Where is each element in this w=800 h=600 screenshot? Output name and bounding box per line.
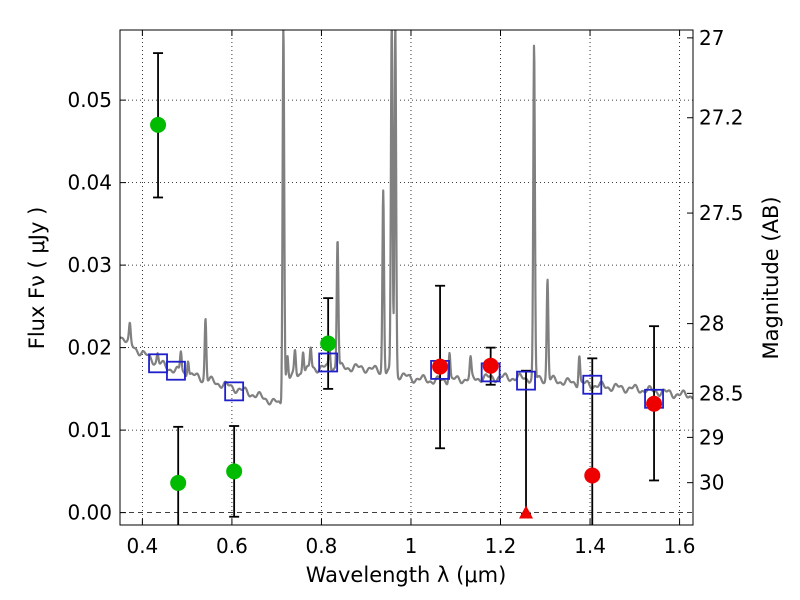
model-photometry-square	[166, 360, 186, 381]
x-tick-label: 0.4	[126, 534, 158, 558]
mag-tick-label: 29	[699, 425, 724, 449]
observed-points-layer	[150, 116, 663, 519]
model-photometry-square	[516, 370, 536, 391]
y-tick-label: 0.03	[67, 253, 112, 277]
mag-tick-label: 28	[699, 312, 724, 336]
model-spectrum-layer	[120, 30, 693, 406]
tick-labels: 0.4 0.6 0.8 1 1.2 1.4 1.6 0.00 0.01 0.02 0.03 0.04 0…	[67, 26, 743, 558]
observed-point	[584, 467, 601, 484]
x-tick-label: 0.8	[306, 534, 338, 558]
observed-point	[226, 463, 243, 480]
observed-point	[482, 357, 499, 374]
observed-point	[646, 395, 663, 412]
model-spectrum-line	[120, 30, 693, 406]
mag-tick-label: 27.2	[699, 106, 744, 130]
model-photometry-square	[224, 381, 245, 402]
right-axis-label: Magnitude (AB)	[759, 196, 783, 359]
x-tick-label: 0.6	[216, 534, 248, 558]
plot-frame	[119, 29, 694, 526]
x-tick-label: 1.6	[664, 534, 696, 558]
observed-point	[150, 116, 167, 133]
observed-point	[320, 335, 337, 352]
model-photometry-square	[318, 352, 339, 373]
grid-lines	[120, 30, 693, 525]
x-tick-label: 1.2	[485, 534, 517, 558]
mag-tick-label: 27.5	[699, 201, 744, 225]
x-tick-label: 1	[405, 534, 418, 558]
x-tick-label: 1.4	[574, 534, 606, 558]
mag-tick-label: 27	[699, 26, 724, 50]
upper-limit-triangle	[519, 505, 534, 519]
mag-tick-label: 28.5	[699, 381, 744, 405]
mag-tick-label: 30	[699, 471, 724, 495]
y-tick-label: 0.04	[67, 171, 112, 195]
y-tick-label: 0.05	[67, 88, 112, 112]
y-axis-label: Flux Fν ( μJy )	[25, 207, 49, 350]
observed-point	[432, 358, 449, 375]
observed-point	[170, 474, 187, 491]
model-photometry-square	[582, 374, 603, 395]
x-axis-label: Wavelength λ (μm)	[306, 563, 507, 587]
y-tick-label: 0.00	[67, 501, 112, 525]
y-tick-label: 0.01	[67, 418, 112, 442]
axis-ticks	[120, 30, 693, 525]
y-tick-label: 0.02	[67, 336, 112, 360]
